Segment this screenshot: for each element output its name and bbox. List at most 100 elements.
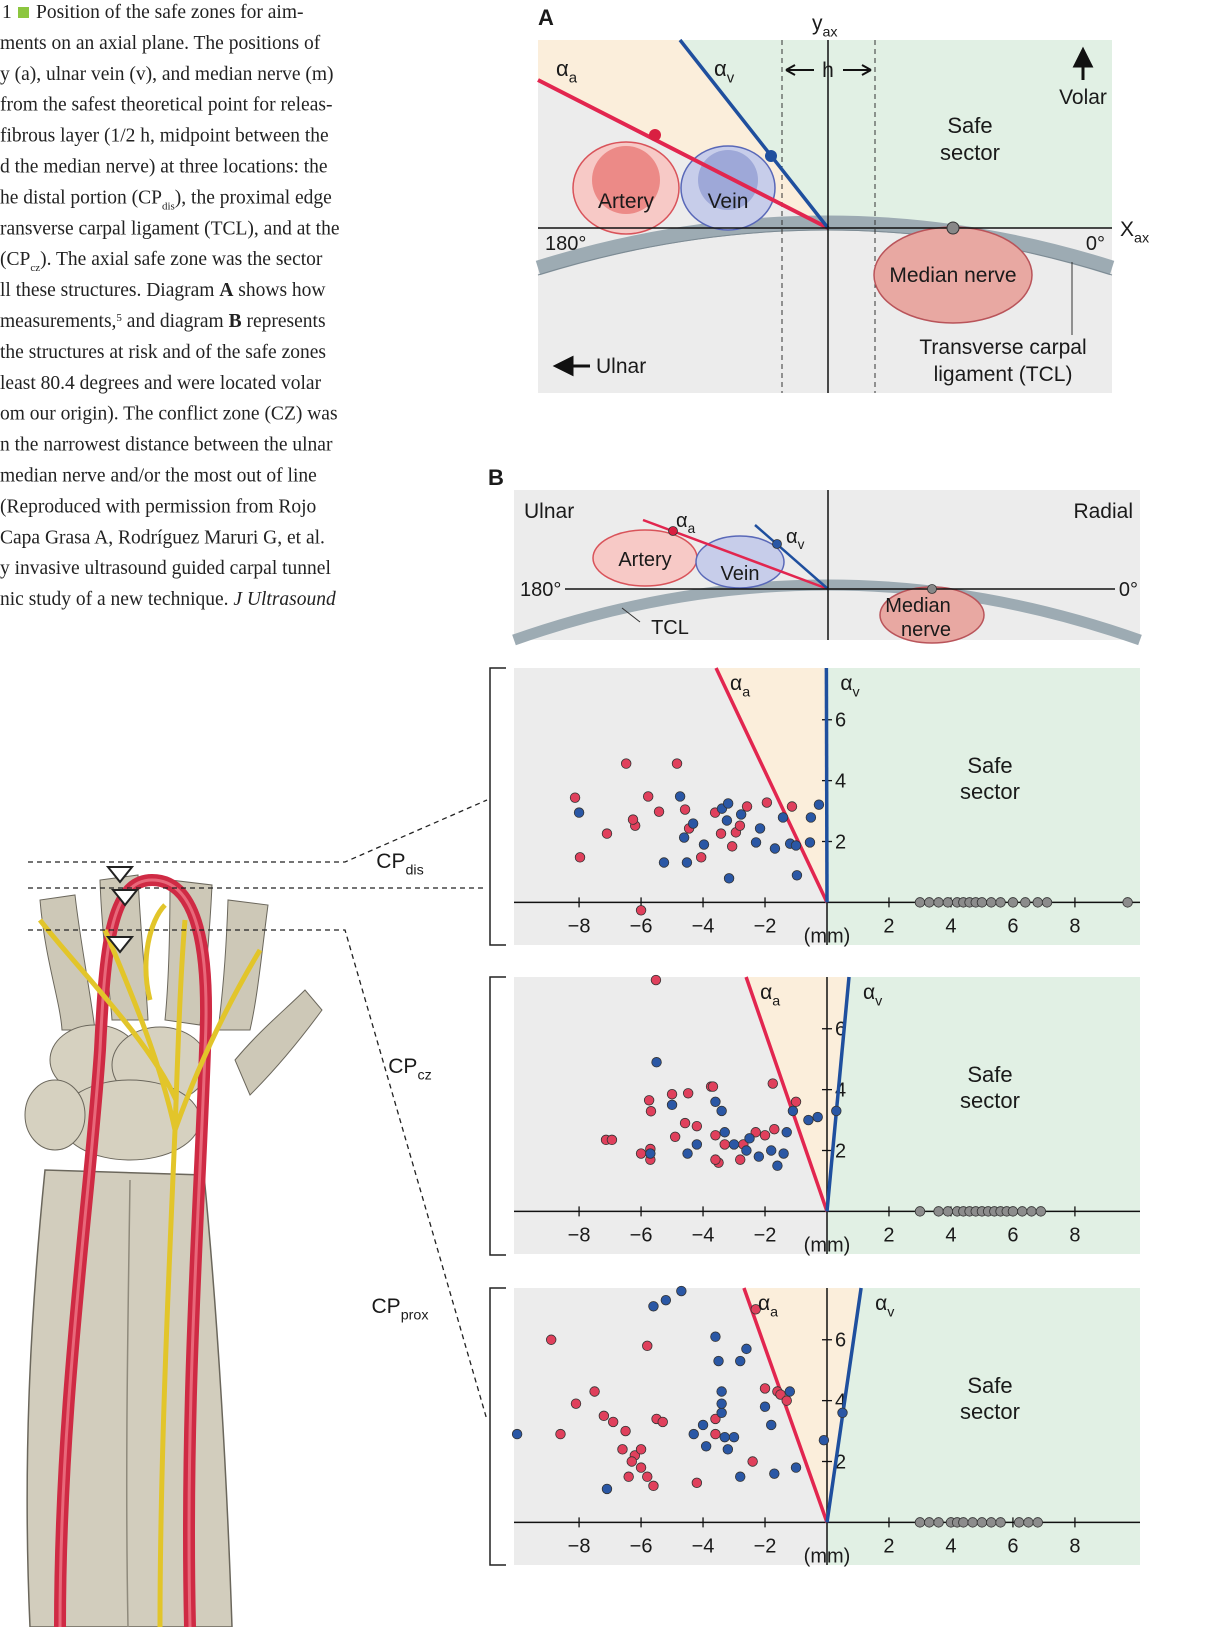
caption-line: from the safest theoretical point for re… — [0, 95, 332, 116]
data-point — [735, 809, 747, 820]
tcl-label: ligament (TCL) — [934, 363, 1073, 386]
caption-text: ), the proximal edge — [175, 187, 332, 208]
data-point — [769, 1468, 780, 1479]
angle-line — [825, 976, 851, 1212]
data-point — [772, 1160, 783, 1171]
data-point — [710, 1154, 721, 1165]
safe-zone — [826, 668, 1140, 945]
caption-text: d the median nerve) at three locations: … — [0, 157, 328, 178]
x-tick-label: 2 — [883, 915, 894, 937]
data-point — [803, 1114, 814, 1126]
data-point — [555, 1428, 566, 1440]
cp-label-sub: dis — [405, 862, 423, 878]
data-point — [676, 1285, 687, 1297]
caption-text: nic study of a new technique. — [0, 589, 233, 610]
data-point — [734, 820, 746, 831]
ulnar-label: Ulnar — [596, 355, 646, 378]
caption-text: he distal portion (CP — [0, 187, 162, 208]
nerve-label: Median nerve — [889, 264, 1016, 287]
data-point — [589, 1386, 600, 1397]
deg-label: 0° — [1119, 579, 1138, 601]
caption-text: ll these structures. Diagram — [0, 280, 219, 301]
data-point — [569, 792, 581, 803]
data-point — [645, 1106, 657, 1117]
data-point — [545, 1334, 557, 1345]
data-point — [914, 897, 926, 908]
data-point — [775, 1389, 786, 1400]
cp-label: CPdis — [376, 850, 423, 878]
cp-label: CPcz — [388, 1055, 431, 1083]
x-tick-label: −6 — [630, 915, 653, 937]
caption-line: measurements,5 and diagram B represents — [0, 311, 326, 332]
caption-b: A — [219, 280, 233, 301]
ulnar-label: Ulnar — [524, 500, 574, 523]
data-point — [645, 1148, 656, 1159]
bone-edge — [125, 1179, 131, 1627]
angle-line — [824, 667, 829, 903]
tcl-band — [535, 215, 1115, 276]
data-point — [570, 1398, 582, 1409]
data-point — [924, 897, 935, 908]
vein-point — [765, 150, 777, 162]
data-point — [700, 1441, 712, 1452]
caption-line: n the narrowest distance between the uln… — [0, 435, 333, 456]
tcl-edge — [537, 229, 1113, 276]
caption-sub: cz — [30, 262, 40, 274]
caption-text: (Reproduced with permission from Rojo — [0, 496, 316, 517]
data-point — [620, 1425, 631, 1437]
data-point — [933, 897, 944, 908]
y-tick-label: 2 — [835, 1141, 846, 1163]
caption-line: the structures at risk and of the safe z… — [0, 342, 326, 363]
caption-text: y invasive ultrasound guided carpal tunn… — [0, 558, 331, 579]
tcl-pointer — [621, 607, 641, 623]
panel-label: A — [538, 5, 554, 30]
caption-line: fibrous layer (1/2 h, midpoint between t… — [0, 126, 329, 147]
artery-label: Artery — [598, 190, 655, 213]
panel-label: B — [488, 465, 504, 490]
alpha-a-label: αa — [730, 672, 750, 700]
data-point — [791, 870, 803, 881]
data-point — [741, 1343, 752, 1355]
data-point — [976, 1517, 988, 1528]
alpha-v-label-sub: v — [727, 70, 735, 87]
data-point — [777, 812, 789, 823]
safe-label: Safe — [967, 1062, 1012, 1087]
alpha-a-label: αa — [760, 981, 780, 1009]
caption-line: ments on an axial plane. The positions o… — [0, 33, 321, 54]
cp-label: CPprox — [372, 1295, 429, 1323]
artery-highlight — [58, 878, 208, 1627]
data-point — [744, 1133, 755, 1144]
data-point — [759, 1401, 771, 1412]
artery-point — [668, 526, 678, 536]
data-point — [1017, 1206, 1028, 1217]
data-point — [691, 1120, 703, 1132]
artery-label: Artery — [618, 549, 671, 571]
y-tick-label: 4 — [835, 1080, 846, 1102]
deg-label: 180° — [520, 579, 561, 601]
diagram-b-shapes — [512, 490, 1142, 646]
data-point — [958, 1517, 969, 1528]
data-point — [687, 818, 699, 829]
data-point — [1023, 1517, 1034, 1528]
x-tick-label: −2 — [754, 915, 777, 937]
data-point — [658, 857, 670, 868]
data-point — [747, 1456, 758, 1467]
safe-label: sector — [940, 140, 1000, 165]
x-tick-label: −2 — [754, 1224, 777, 1246]
data-point — [750, 837, 762, 848]
data-point — [710, 1413, 721, 1425]
x-tick-label: −4 — [692, 1535, 715, 1557]
caption-text: ments on an axial plane. The positions o… — [0, 33, 321, 54]
y-tick-label: 2 — [835, 1452, 846, 1474]
data-point — [1035, 1206, 1047, 1217]
caption-line: y (a), ulnar vein (v), and median nerve … — [0, 64, 334, 85]
nerve-label: nerve — [901, 619, 951, 641]
data-point — [986, 1517, 997, 1528]
caption-sub: dis — [162, 200, 175, 212]
data-point — [719, 1127, 730, 1138]
safe-label: sector — [960, 779, 1020, 804]
x-tick-label: 8 — [1069, 1535, 1080, 1557]
data-point — [691, 1139, 703, 1150]
volar-label: Volar — [1059, 86, 1107, 109]
